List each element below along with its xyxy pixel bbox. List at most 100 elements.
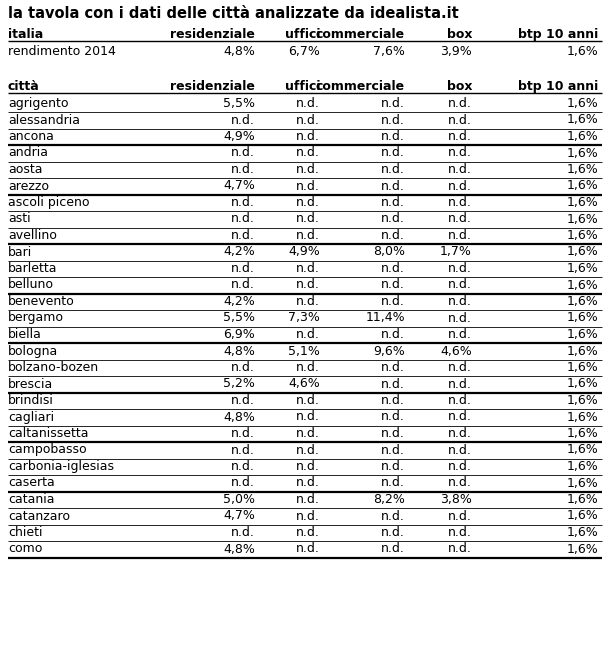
Text: 1,6%: 1,6% (566, 295, 598, 308)
Text: n.d.: n.d. (231, 196, 255, 209)
Text: asti: asti (8, 212, 31, 226)
Text: 1,6%: 1,6% (566, 229, 598, 242)
Text: n.d.: n.d. (296, 212, 320, 226)
Text: n.d.: n.d. (381, 295, 405, 308)
Text: 4,6%: 4,6% (440, 344, 472, 358)
Text: catania: catania (8, 493, 54, 506)
Text: n.d.: n.d. (381, 361, 405, 374)
Text: n.d.: n.d. (296, 147, 320, 159)
Text: n.d.: n.d. (296, 163, 320, 176)
Text: n.d.: n.d. (296, 526, 320, 539)
Text: n.d.: n.d. (381, 147, 405, 159)
Text: andria: andria (8, 147, 48, 159)
Text: 1,6%: 1,6% (566, 163, 598, 176)
Text: bolzano-bozen: bolzano-bozen (8, 361, 99, 374)
Text: 8,0%: 8,0% (373, 245, 405, 259)
Text: città: città (8, 80, 40, 93)
Text: 1,6%: 1,6% (566, 262, 598, 275)
Text: n.d.: n.d. (448, 460, 472, 473)
Text: n.d.: n.d. (448, 196, 472, 209)
Text: n.d.: n.d. (381, 180, 405, 192)
Text: la tavola con i dati delle città analizzate da idealista.it: la tavola con i dati delle città analizz… (8, 6, 459, 21)
Text: n.d.: n.d. (296, 493, 320, 506)
Text: 1,6%: 1,6% (566, 394, 598, 407)
Text: box: box (447, 28, 472, 41)
Text: uffici: uffici (284, 28, 320, 41)
Text: n.d.: n.d. (448, 543, 472, 555)
Text: n.d.: n.d. (231, 113, 255, 127)
Text: n.d.: n.d. (448, 476, 472, 490)
Text: 4,2%: 4,2% (223, 295, 255, 308)
Text: 7,3%: 7,3% (288, 312, 320, 324)
Text: n.d.: n.d. (448, 130, 472, 143)
Text: benevento: benevento (8, 295, 75, 308)
Text: n.d.: n.d. (296, 279, 320, 291)
Text: n.d.: n.d. (448, 279, 472, 291)
Text: n.d.: n.d. (448, 113, 472, 127)
Text: 1,6%: 1,6% (566, 328, 598, 341)
Text: 1,6%: 1,6% (566, 543, 598, 555)
Text: n.d.: n.d. (448, 180, 472, 192)
Text: 1,6%: 1,6% (566, 97, 598, 110)
Text: n.d.: n.d. (296, 460, 320, 473)
Text: n.d.: n.d. (448, 295, 472, 308)
Text: 1,6%: 1,6% (566, 509, 598, 523)
Text: commerciale: commerciale (316, 80, 405, 93)
Text: n.d.: n.d. (448, 427, 472, 440)
Text: 1,6%: 1,6% (566, 45, 598, 58)
Text: 1,6%: 1,6% (566, 411, 598, 423)
Text: 4,7%: 4,7% (223, 509, 255, 523)
Text: n.d.: n.d. (381, 262, 405, 275)
Text: n.d.: n.d. (448, 328, 472, 341)
Text: 1,6%: 1,6% (566, 526, 598, 539)
Text: n.d.: n.d. (296, 295, 320, 308)
Text: n.d.: n.d. (296, 262, 320, 275)
Text: n.d.: n.d. (231, 476, 255, 490)
Text: n.d.: n.d. (448, 361, 472, 374)
Text: n.d.: n.d. (296, 543, 320, 555)
Text: 4,8%: 4,8% (223, 411, 255, 423)
Text: 1,6%: 1,6% (566, 130, 598, 143)
Text: arezzo: arezzo (8, 180, 49, 192)
Text: n.d.: n.d. (231, 212, 255, 226)
Text: bari: bari (8, 245, 32, 259)
Text: n.d.: n.d. (231, 444, 255, 456)
Text: 1,6%: 1,6% (566, 493, 598, 506)
Text: n.d.: n.d. (381, 411, 405, 423)
Text: n.d.: n.d. (381, 97, 405, 110)
Text: 9,6%: 9,6% (373, 344, 405, 358)
Text: 4,8%: 4,8% (223, 344, 255, 358)
Text: 5,2%: 5,2% (223, 377, 255, 391)
Text: n.d.: n.d. (231, 394, 255, 407)
Text: n.d.: n.d. (448, 509, 472, 523)
Text: 1,6%: 1,6% (566, 344, 598, 358)
Text: alessandria: alessandria (8, 113, 80, 127)
Text: n.d.: n.d. (296, 411, 320, 423)
Text: n.d.: n.d. (448, 163, 472, 176)
Text: 1,7%: 1,7% (440, 245, 472, 259)
Text: 1,6%: 1,6% (566, 444, 598, 456)
Text: 5,0%: 5,0% (223, 493, 255, 506)
Text: uffici: uffici (284, 80, 320, 93)
Text: n.d.: n.d. (381, 509, 405, 523)
Text: n.d.: n.d. (381, 394, 405, 407)
Text: n.d.: n.d. (296, 427, 320, 440)
Text: n.d.: n.d. (231, 460, 255, 473)
Text: 5,5%: 5,5% (223, 312, 255, 324)
Text: n.d.: n.d. (381, 196, 405, 209)
Text: 4,8%: 4,8% (223, 45, 255, 58)
Text: carbonia-iglesias: carbonia-iglesias (8, 460, 114, 473)
Text: n.d.: n.d. (296, 509, 320, 523)
Text: n.d.: n.d. (231, 262, 255, 275)
Text: n.d.: n.d. (296, 196, 320, 209)
Text: brindisi: brindisi (8, 394, 54, 407)
Text: 3,8%: 3,8% (440, 493, 472, 506)
Text: n.d.: n.d. (296, 361, 320, 374)
Text: n.d.: n.d. (381, 427, 405, 440)
Text: 8,2%: 8,2% (373, 493, 405, 506)
Text: n.d.: n.d. (381, 460, 405, 473)
Text: residenziale: residenziale (170, 80, 255, 93)
Text: belluno: belluno (8, 279, 54, 291)
Text: n.d.: n.d. (296, 229, 320, 242)
Text: n.d.: n.d. (231, 147, 255, 159)
